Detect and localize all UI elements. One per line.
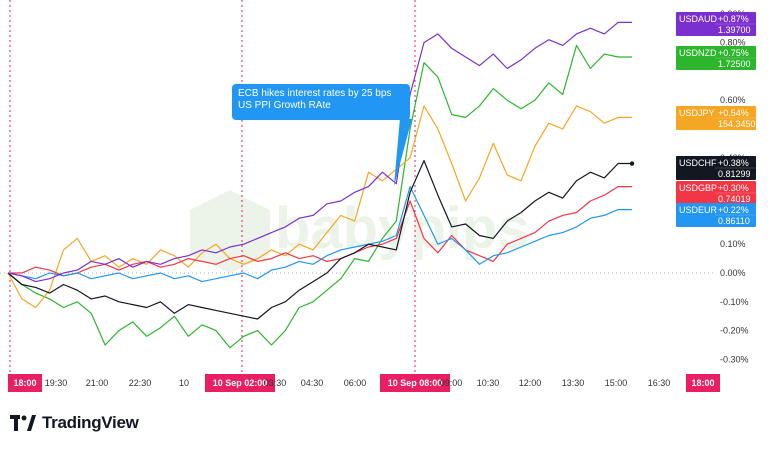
y-tick-label: 0.00%: [720, 268, 746, 278]
y-tick-label: 0.60%: [720, 95, 746, 105]
x-tick-label: 03:30: [264, 378, 287, 388]
annotation-line-1: ECB hikes interest rates by 25 bps: [238, 88, 392, 99]
tradingview-logo[interactable]: TradingView: [10, 413, 139, 433]
tradingview-logo-text: TradingView: [42, 413, 139, 432]
x-tick-tag: [380, 374, 450, 392]
x-tick-label: 13:30: [562, 378, 585, 388]
y-tick-label: -0.10%: [720, 297, 749, 307]
legend-series-price: 0.74019: [718, 194, 751, 204]
legend-series-name: USDJPY: [679, 108, 715, 118]
x-tick-label: 22:30: [129, 378, 152, 388]
legend-series-name: USDEUR: [679, 205, 718, 215]
x-tick-label: 21:00: [86, 378, 109, 388]
x-tick-tag: [205, 374, 275, 392]
x-tick-label: 09:00: [440, 378, 463, 388]
legend-series-change: +0.75%: [718, 48, 749, 58]
legend-series-change: +0.38%: [718, 158, 749, 168]
y-tick-label: -0.20%: [720, 326, 749, 336]
x-tick-label: 10:30: [477, 378, 500, 388]
series-line-usdchf: [7, 160, 632, 320]
legend-series-price: 0.81299: [718, 169, 751, 179]
x-tick-label: 18:00: [13, 378, 36, 388]
legend-series-price: 1.72500: [718, 59, 751, 69]
legend-item-usdgbp: USDGBP +0.30%0.74019: [676, 181, 756, 205]
x-tick-label: 16:30: [648, 378, 671, 388]
series-end-point: [629, 161, 635, 166]
x-tick-label: 12:00: [519, 378, 542, 388]
legend-series-price: 154.34500: [718, 119, 761, 129]
legend-series-name: USDGBP: [679, 183, 717, 193]
x-tick-tag: [8, 374, 42, 392]
legend-series-name: USDCHF: [679, 158, 717, 168]
legend-series-price: 0.86110: [718, 216, 750, 226]
event-markers: [0, 0, 715, 372]
annotation-line-2: US PPI Growth RAte: [238, 100, 331, 111]
legend-badge: [676, 106, 756, 130]
x-tick-label: 06:00: [344, 378, 367, 388]
x-tick-label: 18:00: [691, 378, 714, 388]
annotation-callout: ECB hikes interest rates by 25 bps US PP…: [232, 84, 410, 120]
tradingview-logo-icon: [10, 415, 36, 431]
legend-badge: [676, 46, 756, 70]
x-tick-label: 15:00: [605, 378, 628, 388]
legend-badge: [676, 181, 756, 205]
legend-series-change: +0.87%: [718, 14, 749, 24]
x-tick-label: 04:30: [301, 378, 324, 388]
series-layer: [7, 21, 635, 349]
series-line-usdnzd: [7, 44, 632, 349]
legend-item-usdeur: USDEUR +0.22%0.86110: [676, 203, 756, 227]
legend-series-change: +0.54%: [718, 108, 749, 118]
legend-item-usdnzd: USDNZD +0.75%1.72500: [676, 46, 756, 70]
x-tick-label: 10 Sep 02:00: [213, 378, 268, 388]
x-tick-label: 10 Sep 08:00: [388, 378, 443, 388]
series-line-usdeur: [7, 186, 632, 283]
series-line-usdaud: [7, 21, 632, 283]
watermark-text: babypips: [275, 196, 530, 261]
legend-badge: [676, 203, 756, 227]
x-tick-label: 10: [179, 378, 189, 388]
legend-series-name: USDNZD: [679, 48, 717, 58]
legend-series-change: +0.22%: [718, 205, 749, 215]
watermark-hex-logo-icon: [190, 190, 270, 273]
y-tick-label: 0.10%: [720, 239, 746, 249]
y-tick-label: 0.80%: [720, 38, 746, 48]
legend-badge: [676, 12, 756, 36]
legend-item-usdaud: USDAUD +0.87%1.39700: [676, 12, 756, 36]
series-line-usdgbp: [8, 186, 632, 277]
y-tick-label: -0.30%: [720, 354, 749, 364]
legend-series-name: USDAUD: [679, 14, 718, 24]
x-tick-label: 19:30: [45, 378, 68, 388]
watermark: babypips: [175, 185, 530, 275]
legend-series-change: +0.30%: [718, 183, 749, 193]
legend-item-usdjpy: USDJPY +0.54%154.34500: [676, 106, 761, 130]
legend-badge: [676, 156, 756, 180]
legend-item-usdchf: USDCHF +0.38%0.81299: [676, 156, 756, 180]
x-tick-tag: [686, 374, 720, 392]
legend-series-price: 1.39700: [718, 25, 751, 35]
